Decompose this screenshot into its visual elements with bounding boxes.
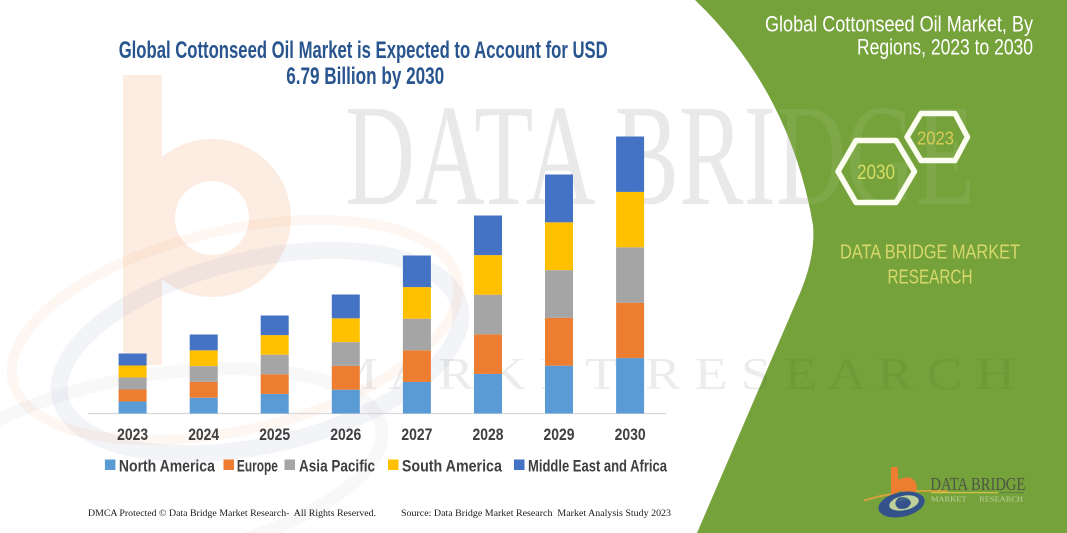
svg-text:Regions, 2023 to 2030: Regions, 2023 to 2030	[857, 35, 1033, 60]
svg-text:Global Cottonseed Oil Market,: Global Cottonseed Oil Market, By	[765, 11, 1033, 36]
svg-text:DATA BRIDGE MARKET: DATA BRIDGE MARKET	[840, 242, 1020, 264]
svg-text:South America: South America	[402, 457, 502, 476]
svg-text:2024: 2024	[188, 426, 220, 444]
svg-text:MARKET RESEARCH: MARKET RESEARCH	[931, 496, 1023, 504]
svg-text:2030: 2030	[857, 161, 895, 184]
svg-text:2030: 2030	[615, 426, 646, 444]
svg-text:6.79 Billion by 2030: 6.79 Billion by 2030	[286, 63, 444, 90]
svg-text:Asia Pacific: Asia Pacific	[299, 457, 375, 476]
svg-text:2028: 2028	[473, 426, 504, 444]
svg-text:Global Cottonseed Oil Market i: Global Cottonseed Oil Market is Expected…	[119, 37, 608, 64]
svg-text:2025: 2025	[259, 426, 290, 444]
svg-text:North America: North America	[119, 457, 215, 476]
svg-text:2027: 2027	[401, 426, 432, 444]
svg-text:RESEARCH: RESEARCH	[888, 266, 973, 288]
svg-text:DATA BRIDGE: DATA BRIDGE	[930, 474, 1025, 494]
svg-text:Europe: Europe	[237, 457, 278, 476]
svg-text:2029: 2029	[544, 426, 575, 444]
svg-text:Source: Data Bridge Market Res: Source: Data Bridge Market Research Mark…	[401, 509, 671, 519]
svg-text:2023: 2023	[117, 426, 148, 444]
svg-text:DMCA Protected © Data Bridge M: DMCA Protected © Data Bridge Market Rese…	[88, 508, 376, 519]
svg-text:2026: 2026	[330, 426, 361, 444]
svg-text:Middle East and Africa: Middle East and Africa	[528, 457, 667, 476]
svg-text:2023: 2023	[917, 128, 954, 148]
